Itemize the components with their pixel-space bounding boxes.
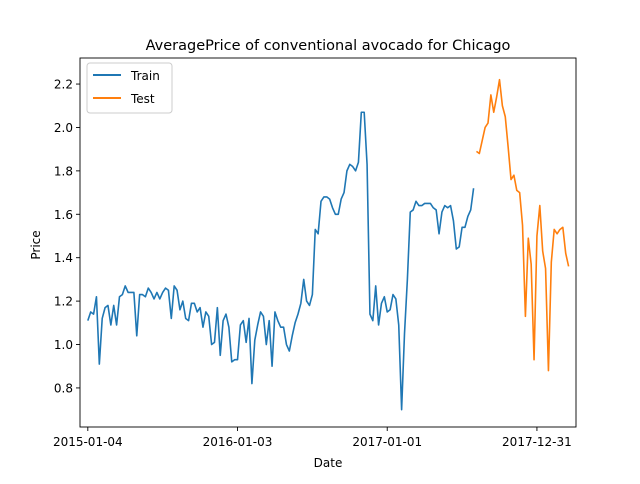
plot-frame (79, 57, 577, 428)
legend-label-train: Train (130, 69, 160, 83)
y-tick-label: 0.8 (54, 381, 73, 395)
x-axis-label: Date (314, 456, 343, 470)
y-tick-label: 1.2 (54, 295, 73, 309)
y-tick-label: 1.6 (54, 208, 73, 222)
legend: Train Test (86, 62, 173, 114)
x-tick-label: 2016-01-03 (203, 435, 273, 449)
axes-layer: 2015-01-04 2016-01-03 2017-01-01 2017-12-31… (53, 57, 577, 449)
y-tick-label: 2.0 (54, 121, 73, 135)
series-line-test (475, 78, 570, 372)
legend-label-test: Test (130, 92, 155, 106)
y-tick-label: 2.2 (54, 78, 73, 92)
x-tick-label: 2015-01-04 (53, 435, 123, 449)
y-tick-label: 1.0 (54, 338, 73, 352)
x-tick-label: 2017-01-01 (352, 435, 422, 449)
chart-title: AveragePrice of conventional avocado for… (146, 38, 511, 54)
series-line-train (87, 111, 475, 411)
x-tick-label: 2017-12-31 (502, 435, 572, 449)
series-layer (87, 78, 570, 411)
y-tick-label: 1.4 (54, 251, 73, 265)
y-tick-label: 1.8 (54, 164, 73, 178)
y-axis-label: Price (29, 230, 43, 259)
